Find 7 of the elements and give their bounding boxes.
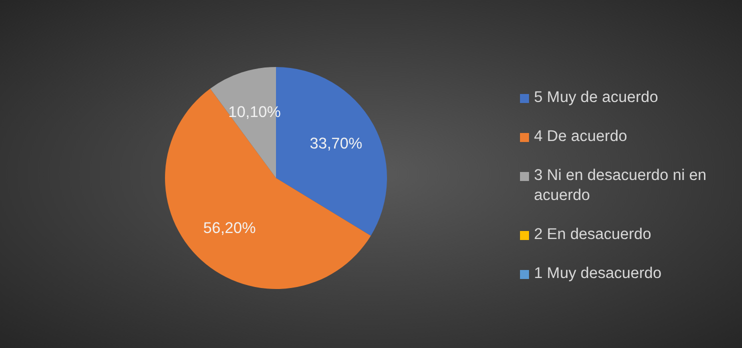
legend-label: 5 Muy de acuerdo bbox=[534, 88, 658, 108]
data-label: 33,70% bbox=[310, 136, 362, 153]
legend-label: 4 De acuerdo bbox=[534, 127, 628, 147]
legend-label: 1 Muy desacuerdo bbox=[534, 264, 662, 284]
legend-label: 2 En desacuerdo bbox=[534, 225, 652, 245]
data-label: 56,20% bbox=[203, 220, 256, 238]
legend-label: 3 Ni en desacuerdo ni en acuerdo bbox=[534, 166, 708, 206]
